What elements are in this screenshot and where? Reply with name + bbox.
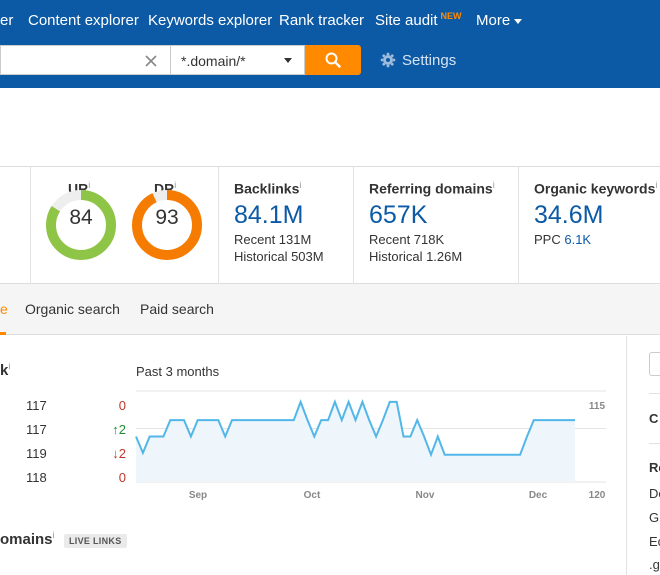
settings-button[interactable]: Settings [380, 52, 456, 69]
divider [649, 443, 660, 444]
dr-gauge-arc [132, 190, 202, 260]
ppc-row: PPC 6.1K [534, 232, 657, 247]
divider [30, 167, 31, 285]
divider [649, 393, 660, 394]
right-column-item[interactable]: De [649, 486, 660, 501]
chart-area [136, 401, 575, 482]
dr-value: 93 [155, 206, 179, 229]
y-tick-label: 115 [589, 401, 606, 412]
x-tick-label: Sep [189, 490, 207, 501]
right-column-item[interactable]: .g [649, 557, 660, 572]
chart-series-line [135, 399, 575, 458]
rank-section-title: ki [0, 361, 10, 379]
chart-period-label: Past 3 months [136, 364, 220, 379]
referring-domains-value[interactable]: 657K [369, 200, 428, 229]
tab-bar: e Organic search Paid search [0, 284, 660, 335]
rank-value: 117 [26, 398, 47, 413]
search-icon [325, 52, 341, 68]
nav-item-site-audit[interactable]: Site audit NEW [375, 11, 462, 29]
right-column-divider [626, 336, 627, 575]
divider [353, 167, 354, 285]
right-column-subheading: Re [649, 460, 660, 475]
rank-delta: 0 [118, 470, 126, 485]
referring-domains-section-title: omainsi [0, 530, 55, 548]
backlinks-value[interactable]: 84.1M [234, 200, 304, 229]
backlinks-historical: Historical 503M [234, 248, 324, 264]
x-tick-label: Oct [304, 490, 321, 501]
tab-organic-search[interactable]: Organic search [25, 301, 120, 317]
right-column-item[interactable]: Ec [649, 534, 660, 549]
x-tick-label: Nov [416, 490, 435, 501]
right-column-heading: C [649, 411, 659, 426]
rank-value: 119 [26, 446, 47, 461]
ppc-value[interactable]: 6.1K [564, 231, 592, 247]
backlinks-title-text: Backlinks [234, 180, 300, 197]
live-links-badge[interactable]: LIVE LINKS [64, 534, 127, 548]
search-button[interactable] [305, 45, 361, 75]
mode-select-value: *.domain/* [181, 53, 246, 69]
rank-value: 118 [26, 470, 47, 485]
gear-icon [380, 52, 396, 68]
nav-item-content-explorer[interactable]: Content explorer [28, 12, 139, 29]
info-icon[interactable]: i [8, 361, 11, 371]
settings-label: Settings [402, 52, 457, 69]
search-input[interactable] [0, 45, 170, 75]
divider [218, 167, 219, 285]
right-column-dropdown[interactable] [649, 352, 660, 376]
top-nav: er Content explorer Keywords explorer Ra… [0, 0, 660, 44]
rank-delta: 0 [118, 398, 126, 413]
organic-keywords-title-text: Organic keywords [534, 180, 656, 197]
info-icon[interactable]: i [88, 180, 91, 190]
dr-gauge-ring [132, 190, 202, 260]
nav-item-rank-tracker[interactable]: Rank tracker [279, 12, 365, 29]
tab-paid-search[interactable]: Paid search [140, 301, 214, 317]
y-tick-label: 120 [589, 490, 606, 501]
ur-gauge-ring [46, 190, 116, 260]
referring-domains-metric: Referring domainsi 657K Recent 718K Hist… [369, 180, 495, 264]
active-tab-indicator [0, 332, 6, 335]
organic-keywords-title: Organic keywordsi [534, 180, 657, 197]
referring-domains-title-text: Referring domains [369, 180, 493, 197]
info-icon[interactable]: i [299, 180, 302, 190]
backlinks-title: Backlinksi [234, 180, 324, 197]
rank-title-text: k [0, 362, 9, 379]
referring-domains-recent: Recent 718K [369, 231, 445, 247]
chevron-down-icon [284, 58, 292, 63]
referring-domains-title: Referring domainsi [369, 180, 495, 197]
nav-item-more[interactable]: More [476, 12, 523, 29]
backlinks-recent: Recent 131M [234, 231, 312, 247]
nav-item-keywords-explorer[interactable]: Keywords explorer [148, 12, 273, 29]
mode-select[interactable]: *.domain/* [170, 45, 305, 75]
right-column-item[interactable]: G [649, 510, 660, 525]
organic-keywords-value[interactable]: 34.6M [534, 200, 604, 229]
nav-item-site-explorer[interactable]: er [0, 12, 14, 29]
ur-gauge-arc [46, 190, 116, 260]
referring-domains-historical: Historical 1.26M [369, 248, 463, 264]
backlinks-metric: Backlinksi 84.1M Recent 131M Historical … [234, 180, 324, 264]
info-icon[interactable]: i [52, 530, 55, 540]
more-label: More [476, 12, 511, 29]
rank-delta: ↑2 [112, 422, 126, 437]
domains-title-text: omains [0, 531, 53, 548]
info-icon[interactable]: i [492, 180, 495, 190]
metrics-panel: URi 84 DRi 93 Backlinksi 84.1M Recent 13… [0, 166, 660, 285]
tab-overview[interactable]: e [0, 301, 8, 317]
ppc-label: PPC [534, 231, 561, 247]
x-tick-label: Dec [529, 490, 548, 501]
site-audit-label: Site audit [375, 12, 438, 29]
rank-value: 117 [26, 422, 47, 437]
search-bar: *.domain/* Settings [0, 44, 660, 88]
ur-value: 84 [69, 206, 93, 229]
info-icon[interactable]: i [655, 180, 658, 190]
info-icon[interactable]: i [174, 180, 177, 190]
rank-delta: ↓2 [112, 446, 126, 461]
organic-keywords-metric: Organic keywordsi 34.6M PPC 6.1K [534, 180, 657, 247]
chevron-down-icon [514, 18, 523, 24]
divider [518, 167, 519, 285]
close-icon[interactable] [144, 54, 158, 68]
new-badge: NEW [440, 11, 462, 21]
